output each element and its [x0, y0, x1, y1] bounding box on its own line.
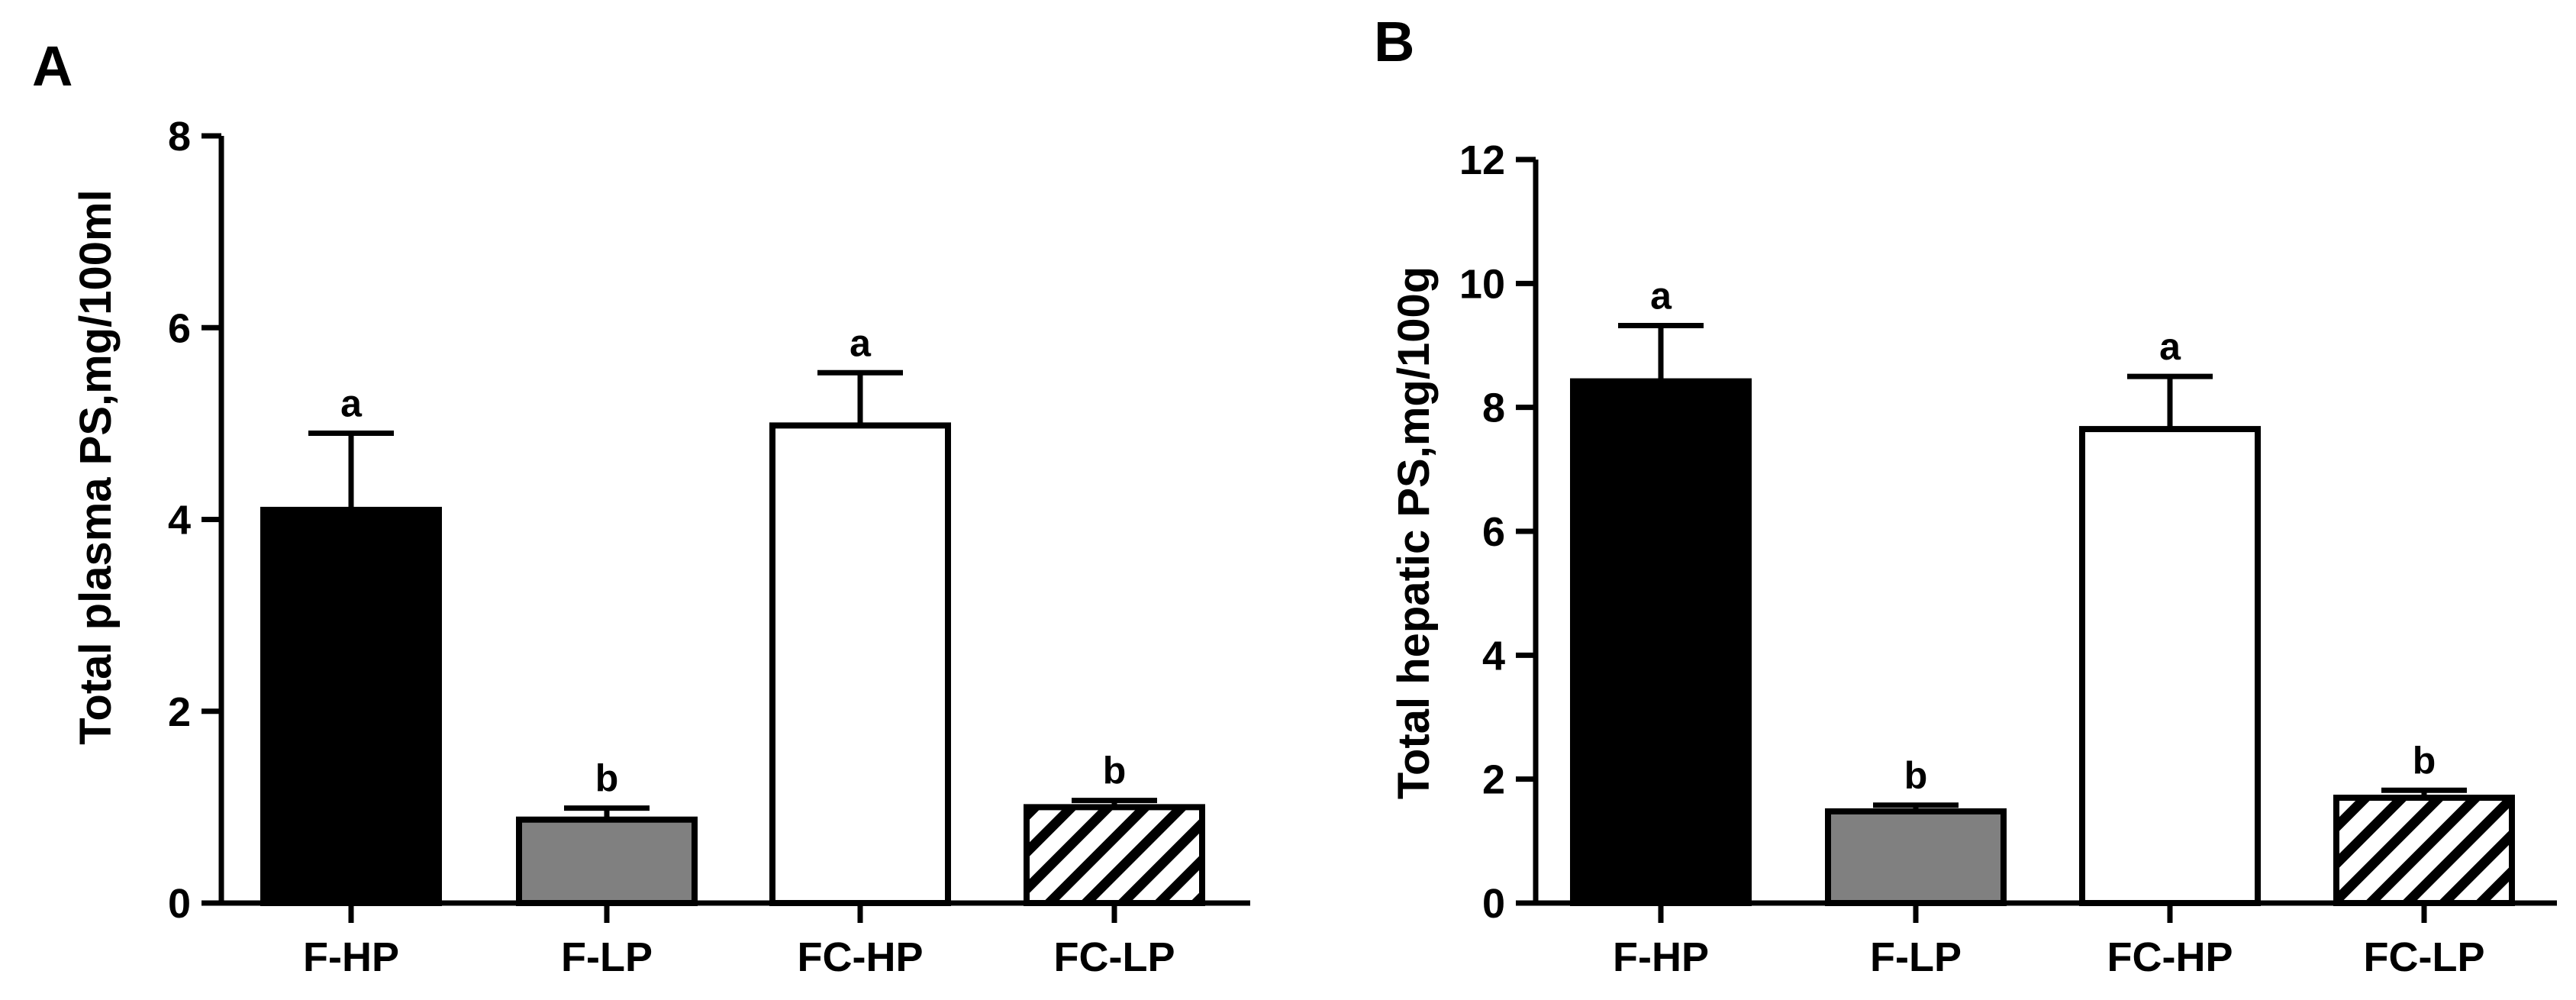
panel-a-x-label-fc-hp: FC-HP — [798, 934, 924, 980]
panel-a-x-label-f-hp: F-HP — [303, 934, 399, 980]
panel-a-x-labels: F-HP F-LP FC-HP FC-LP — [303, 903, 1175, 980]
panel-b-label: B — [1374, 10, 1414, 73]
panel-a-y-ticks: 0 2 4 6 8 — [168, 114, 221, 927]
panel-a-bar-f-hp — [260, 506, 442, 906]
panel-b-x-label-fc-hp: FC-HP — [2107, 934, 2233, 980]
panel-a-significance-letter: b — [595, 757, 619, 800]
panel-b-significance-letter: a — [2159, 325, 2181, 368]
panel-a-y-axis-title: Total plasma PS,mg/100ml — [71, 189, 121, 744]
panel-a-y-tick-label: 6 — [168, 305, 191, 351]
panel-a-bar-f-lp — [516, 816, 698, 907]
panel-a-significance-letter: b — [1103, 750, 1127, 792]
panel-b-bar-f-hp — [1570, 378, 1752, 906]
panel-a-x-label-fc-lp: FC-LP — [1054, 934, 1175, 980]
panel-b-y-tick-label: 0 — [1482, 881, 1505, 927]
panel-a-significance-letter: a — [340, 382, 363, 424]
panel-a-y-tick-label: 0 — [168, 881, 191, 927]
panel-b-y-ticks: 0 2 4 6 8 10 12 — [1459, 137, 1536, 927]
panel-b-y-tick-label: 12 — [1459, 137, 1505, 183]
panel-b-x-label-f-hp: F-HP — [1613, 934, 1709, 980]
panel-b-x-labels: F-HP F-LP FC-HP FC-LP — [1613, 903, 2484, 980]
panel-a-label: A — [32, 34, 73, 98]
panel-a-y-tick-label: 2 — [168, 689, 191, 735]
panel-b-y-tick-label: 6 — [1482, 509, 1505, 555]
panel-a-y-tick-label: 8 — [168, 114, 191, 160]
panel-b-bar-fc-lp — [2333, 795, 2515, 907]
panel-b-y-tick-label: 4 — [1482, 633, 1505, 679]
panel-b-bars: a b a b — [1570, 275, 2515, 907]
panel-a-x-label-f-lp: F-LP — [561, 934, 653, 980]
panel-b-significance-letter: a — [1650, 275, 1672, 318]
panel-b-bar-fc-hp — [2079, 426, 2261, 906]
panel-b-x-label-f-lp: F-LP — [1870, 934, 1962, 980]
panel-a-bars: a b a b — [260, 321, 1205, 907]
panel-b-significance-letter: b — [1904, 754, 1928, 797]
panel-a-bar-fc-hp — [769, 422, 951, 906]
panel-b-bar-f-lp — [1825, 808, 2007, 906]
panel-b-y-axis-title: Total hepatic PS,mg/100g — [1389, 266, 1439, 799]
panel-b-x-label-fc-lp: FC-LP — [2364, 934, 2485, 980]
panel-a-y-tick-label: 4 — [168, 498, 191, 544]
panel-b-y-tick-label: 8 — [1482, 385, 1505, 431]
panel-a-significance-letter: a — [850, 321, 872, 364]
panel-b-y-tick-label: 2 — [1482, 757, 1505, 803]
panel-b-y-tick-label: 10 — [1459, 261, 1505, 307]
panel-a-bar-fc-lp — [1024, 804, 1205, 906]
panel-a: A Total plasma PS,mg/100ml 0 2 4 6 8 a b a b F-… — [32, 34, 1250, 980]
panel-b-significance-letter: b — [2413, 739, 2436, 782]
